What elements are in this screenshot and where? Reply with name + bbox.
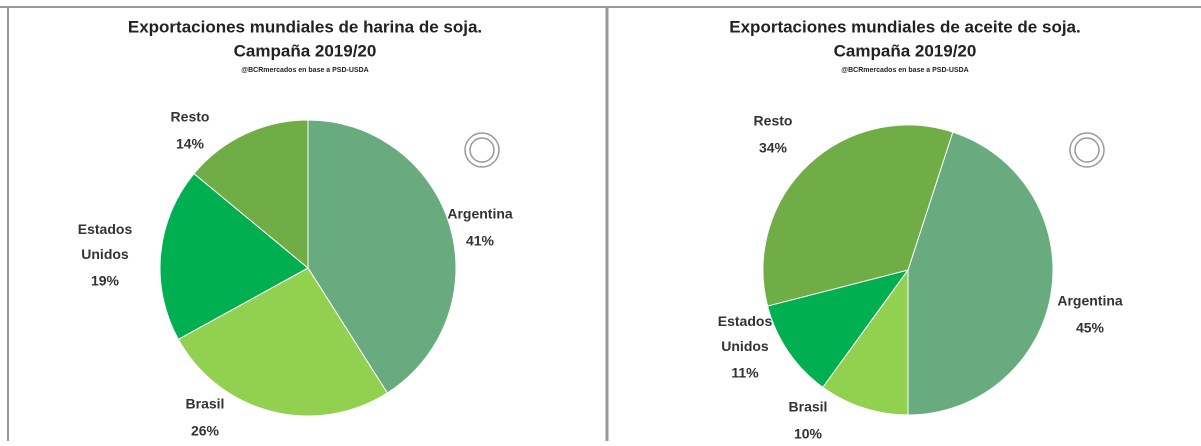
slice-label: Estados Unidos [718, 313, 773, 354]
chart-title: Exportaciones mundiales de aceite de soj… [729, 17, 1080, 36]
value-label: 19% [91, 273, 120, 289]
slice-label-line: Estados [718, 313, 773, 329]
value-label: 14% [176, 136, 205, 152]
slice-label: Brasil [186, 396, 225, 412]
slice-label: Estados Unidos [78, 221, 133, 262]
slice-label-line: Estados [78, 221, 133, 237]
subtitle: @BCRmercados en base a PSD-USDA [841, 67, 968, 74]
pie-slice [822, 268, 909, 416]
slice-label-line: Unidos [81, 246, 129, 262]
slice-label: Argentina [447, 206, 513, 222]
pie-slice [177, 267, 388, 417]
pie-slice [193, 119, 309, 270]
chart-title: Campaña 2019/20 [234, 41, 377, 60]
value-label: 10% [794, 426, 823, 441]
value-label: 26% [191, 423, 220, 439]
value-label: 45% [1076, 320, 1105, 336]
chart-title: Exportaciones mundiales de harina de soj… [128, 17, 482, 36]
slice-label: Resto [754, 113, 793, 129]
logo [464, 132, 1105, 168]
value-label: 11% [731, 365, 759, 381]
pie-slice [762, 124, 954, 307]
chart-title: Campaña 2019/20 [834, 41, 977, 60]
pie-slice [766, 269, 910, 389]
value-label: 41% [466, 233, 495, 249]
pie-slice [159, 172, 309, 340]
slice-label: Argentina [1057, 293, 1123, 309]
value-label: 34% [759, 140, 788, 156]
pie-slice [907, 131, 1054, 416]
slice-label: Brasil [789, 399, 828, 415]
slice-label: Resto [171, 109, 210, 125]
subtitle: @BCRmercados en base a PSD-USDA [241, 67, 368, 74]
slice-label-line: Unidos [721, 338, 769, 354]
pie-slice [307, 119, 457, 394]
